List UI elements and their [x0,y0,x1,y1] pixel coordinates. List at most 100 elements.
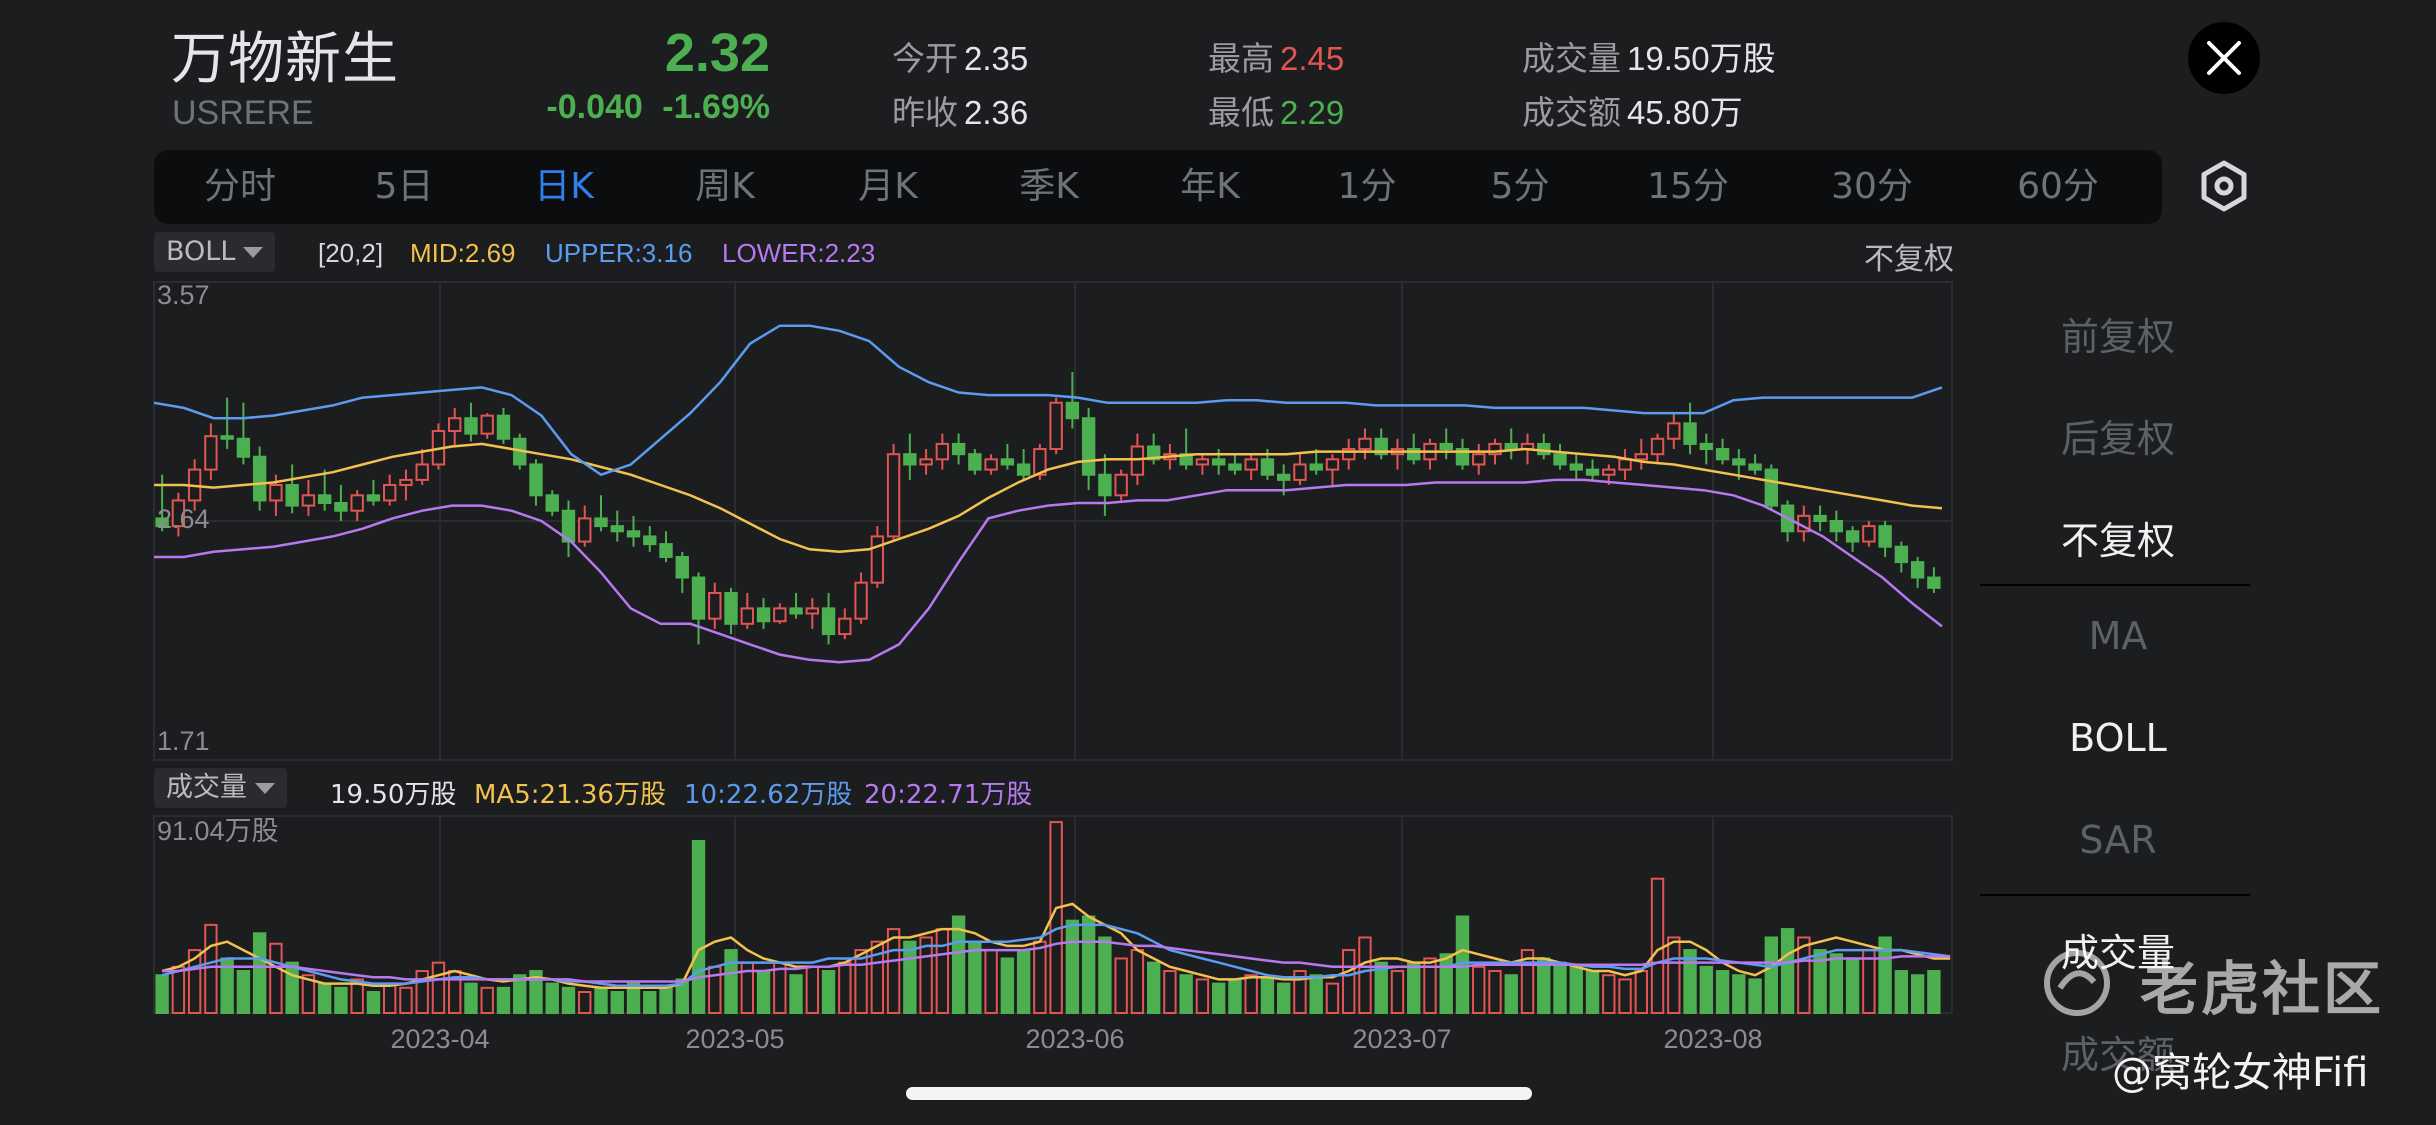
tab-intraday[interactable]: 分时 [203,166,277,207]
stock-name: 万物新生 [171,27,399,92]
candle-body [155,517,169,528]
candle-body [1455,448,1470,466]
boll-upper: UPPER:3.16 [545,238,693,268]
volume-bar [1000,957,1015,1015]
candle-body [1049,401,1063,451]
candle-body [1845,530,1860,543]
candle-body [594,517,608,528]
adjust-mode-label[interactable]: 不复权 [1864,242,1954,277]
volume-bar [1927,970,1941,1014]
candle-body [1260,458,1275,476]
close-icon [2207,41,2241,75]
side-item-sar[interactable]: SAR [2079,818,2157,862]
side-item-forward-adjust[interactable]: 前复权 [2060,315,2175,359]
volume-bar [480,986,494,1015]
x-tick-label: 2023-05 [685,1024,784,1054]
candle-body [1602,468,1616,476]
volume-bar [415,970,429,1014]
volume-bar [968,940,982,1014]
volume-bar [838,961,852,1014]
candle-body [415,463,429,481]
candle-body [1650,437,1665,456]
volume-bar [1732,974,1746,1015]
side-item-no-adjust[interactable]: 不复权 [2060,519,2175,563]
volume-bar [1374,961,1388,1014]
volume-bar [1114,957,1128,1015]
amount-label: 成交额 [1522,93,1621,132]
amount-stat: 成交额 45.80万 [1522,86,1743,134]
candle-body [1878,525,1892,548]
volume-bar [1813,949,1827,1014]
candle-body [984,458,998,471]
volume-bar [1390,970,1405,1014]
open-value: 2.35 [964,40,1029,77]
volume-bar [1065,919,1080,1014]
caret-down-icon [243,247,264,258]
prev-close-label: 昨收 [892,93,958,132]
volume-bar [951,915,966,1015]
open-label: 今开 [892,39,958,78]
volume-bar [1342,949,1356,1014]
volume-bar [1325,982,1340,1014]
side-item-boll[interactable]: BOLL [2069,716,2167,760]
candle-body [1277,473,1291,481]
volume-bar [1228,978,1242,1014]
tab-5min[interactable]: 5分 [1490,166,1550,207]
candle-body [1764,468,1779,507]
volume-bar [155,974,169,1015]
candle-body [1439,442,1453,451]
candle-body [740,607,754,625]
volume-bar [659,986,673,1015]
side-divider [1980,584,2250,586]
volume-bar [691,839,706,1015]
tab-5day[interactable]: 5日 [374,166,434,207]
home-indicator[interactable] [906,1087,1532,1100]
sub-indicator-label: 成交量 [166,772,247,803]
low-stat: 最低 2.29 [1208,86,1344,134]
candle-body [1228,463,1242,471]
candle-body [1374,437,1388,456]
volume-bar [1602,974,1616,1015]
tab-quarterly-k[interactable]: 季K [1019,166,1079,207]
tab-60min[interactable]: 60分 [2017,166,2099,207]
volume-bar [513,974,527,1015]
tab-30min[interactable]: 30分 [1831,166,1913,207]
prev-close-value: 2.36 [964,94,1029,131]
volume-bar [984,949,998,1014]
side-item-backward-adjust[interactable]: 后复权 [2060,417,2175,461]
tab-1min[interactable]: 1分 [1337,166,1397,207]
volume-bar [1423,957,1437,1015]
candle-body [1829,520,1844,533]
tab-15min[interactable]: 15分 [1647,166,1729,207]
candles [155,371,1941,645]
candle-body [529,463,543,497]
candle-body [854,581,868,620]
volume-bar [545,982,559,1014]
side-item-ma[interactable]: MA [2088,614,2148,658]
tab-weekly-k[interactable]: 周K [695,166,755,207]
main-indicator-dropdown[interactable]: BOLL [154,232,276,272]
volume-bar [675,978,689,1014]
volume-bar [1472,965,1486,1015]
tab-yearly-k[interactable]: 年K [1180,166,1240,207]
candle-body [1683,422,1697,445]
candle-body [919,458,933,466]
candle-body [1146,445,1161,461]
tab-monthly-k[interactable]: 月K [858,166,918,207]
volume-bar [610,991,624,1014]
candle-body [1699,442,1713,451]
side-item-amount[interactable]: 成交额 [2060,1033,2175,1077]
close-button[interactable] [2188,22,2260,94]
candle-body [1894,545,1909,564]
vol-ma20: 20:22.71万股 [864,780,1033,810]
volume-bar [1407,961,1421,1014]
tab-daily-k[interactable]: 日K [534,166,594,207]
sub-indicator-dropdown[interactable]: 成交量 [154,768,287,808]
boll-lower-line [154,478,1943,664]
volume-bar [171,965,186,1015]
vol-ma10: 10:22.62万股 [684,780,853,810]
candle-body [951,442,966,456]
chart-settings-button[interactable] [2196,158,2252,214]
high-stat: 最高 2.45 [1208,32,1344,80]
